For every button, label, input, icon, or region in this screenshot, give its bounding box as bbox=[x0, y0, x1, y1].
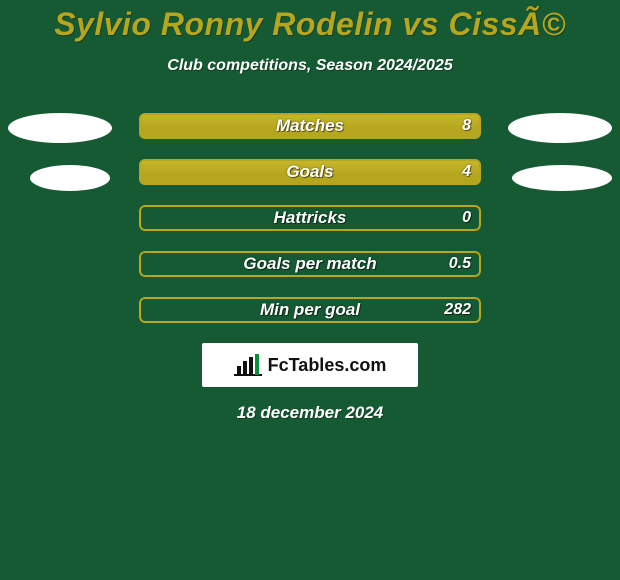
stat-bar-label: Hattricks bbox=[139, 208, 481, 228]
stat-bars: Matches8Goals4Hattricks0Goals per match0… bbox=[139, 113, 481, 323]
stat-bar: Hattricks0 bbox=[139, 205, 481, 231]
stat-bar-label: Goals per match bbox=[139, 254, 481, 274]
stat-bar: Min per goal282 bbox=[139, 297, 481, 323]
player-left-avatar-2 bbox=[30, 165, 110, 191]
site-logo-text: FcTables.com bbox=[268, 355, 387, 376]
footer-date: 18 december 2024 bbox=[0, 403, 620, 423]
page-title: Sylvio Ronny Rodelin vs CissÃ© bbox=[0, 6, 620, 43]
bar-chart-icon bbox=[234, 354, 262, 376]
stat-bar-value: 282 bbox=[444, 301, 471, 319]
stat-bar: Goals per match0.5 bbox=[139, 251, 481, 277]
stat-bar-fill bbox=[139, 113, 481, 139]
stat-bar: Goals4 bbox=[139, 159, 481, 185]
comparison-card: Sylvio Ronny Rodelin vs CissÃ© Club comp… bbox=[0, 0, 620, 580]
stat-bar-outline bbox=[139, 205, 481, 231]
stat-bar-fill bbox=[139, 159, 481, 185]
stat-bar-value: 0.5 bbox=[449, 255, 471, 273]
player-right-avatar-2 bbox=[512, 165, 612, 191]
player-left-avatar-1 bbox=[8, 113, 112, 143]
stat-bar-label: Min per goal bbox=[139, 300, 481, 320]
stat-bar: Matches8 bbox=[139, 113, 481, 139]
comparison-arena: Matches8Goals4Hattricks0Goals per match0… bbox=[0, 113, 620, 323]
page-subtitle: Club competitions, Season 2024/2025 bbox=[0, 57, 620, 75]
stat-bar-outline bbox=[139, 297, 481, 323]
player-right-avatar-1 bbox=[508, 113, 612, 143]
stat-bar-value: 0 bbox=[462, 209, 471, 227]
stat-bar-outline bbox=[139, 251, 481, 277]
site-logo[interactable]: FcTables.com bbox=[202, 343, 418, 387]
